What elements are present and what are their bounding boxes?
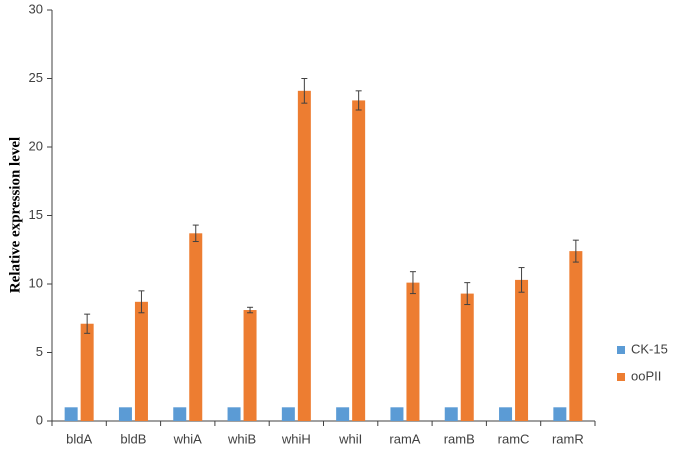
error-bar: [409, 271, 416, 295]
y-tick-label: 0: [36, 412, 43, 427]
bar: [515, 279, 529, 421]
x-tick-label: bldA: [66, 431, 92, 446]
bar: [297, 90, 311, 421]
x-tick-label: bldB: [120, 431, 146, 446]
bar: [352, 100, 366, 422]
y-tick-label: 10: [29, 275, 43, 290]
error-bar: [572, 239, 579, 263]
bar: [134, 301, 148, 421]
error-bar: [192, 224, 199, 243]
x-tick-label: ramC: [498, 431, 530, 446]
y-tick-label: 15: [29, 207, 43, 222]
bar: [64, 407, 78, 421]
error-bar: [464, 282, 471, 306]
y-tick-label: 20: [29, 138, 43, 153]
error-bar: [518, 267, 525, 293]
bar: [499, 407, 513, 421]
bar: [336, 407, 350, 421]
bar: [227, 407, 241, 421]
x-tick-label: ramB: [444, 431, 475, 446]
bar: [406, 282, 420, 421]
x-tick-label: ramR: [552, 431, 584, 446]
bar: [460, 293, 474, 421]
y-tick-label: 25: [29, 70, 43, 85]
x-tick-label: whiA: [173, 431, 203, 446]
legend-label: ooPII: [631, 368, 661, 383]
y-axis-label: Relative expression level: [7, 137, 23, 293]
x-tick-label: ramA: [389, 431, 420, 446]
legend-swatch: [617, 346, 625, 354]
x-tick-label: whiI: [338, 431, 362, 446]
bar: [80, 323, 94, 421]
bar: [243, 310, 257, 421]
bar: [444, 407, 458, 421]
y-tick-label: 5: [36, 344, 43, 359]
y-tick-label: 30: [29, 1, 43, 16]
x-tick-label: whiH: [281, 431, 311, 446]
bar: [189, 233, 203, 421]
bar: [569, 251, 583, 421]
bar: [281, 407, 295, 421]
error-bar: [301, 78, 308, 104]
bar: [118, 407, 132, 421]
error-bar: [84, 313, 91, 334]
legend-swatch: [617, 373, 625, 381]
legend-label: CK-15: [631, 341, 668, 356]
x-tick-label: whiB: [227, 431, 256, 446]
bar: [553, 407, 567, 421]
bar: [390, 407, 404, 421]
error-bar: [138, 290, 145, 314]
error-bar: [247, 306, 254, 314]
error-bar: [355, 90, 362, 111]
bar: [173, 407, 187, 421]
